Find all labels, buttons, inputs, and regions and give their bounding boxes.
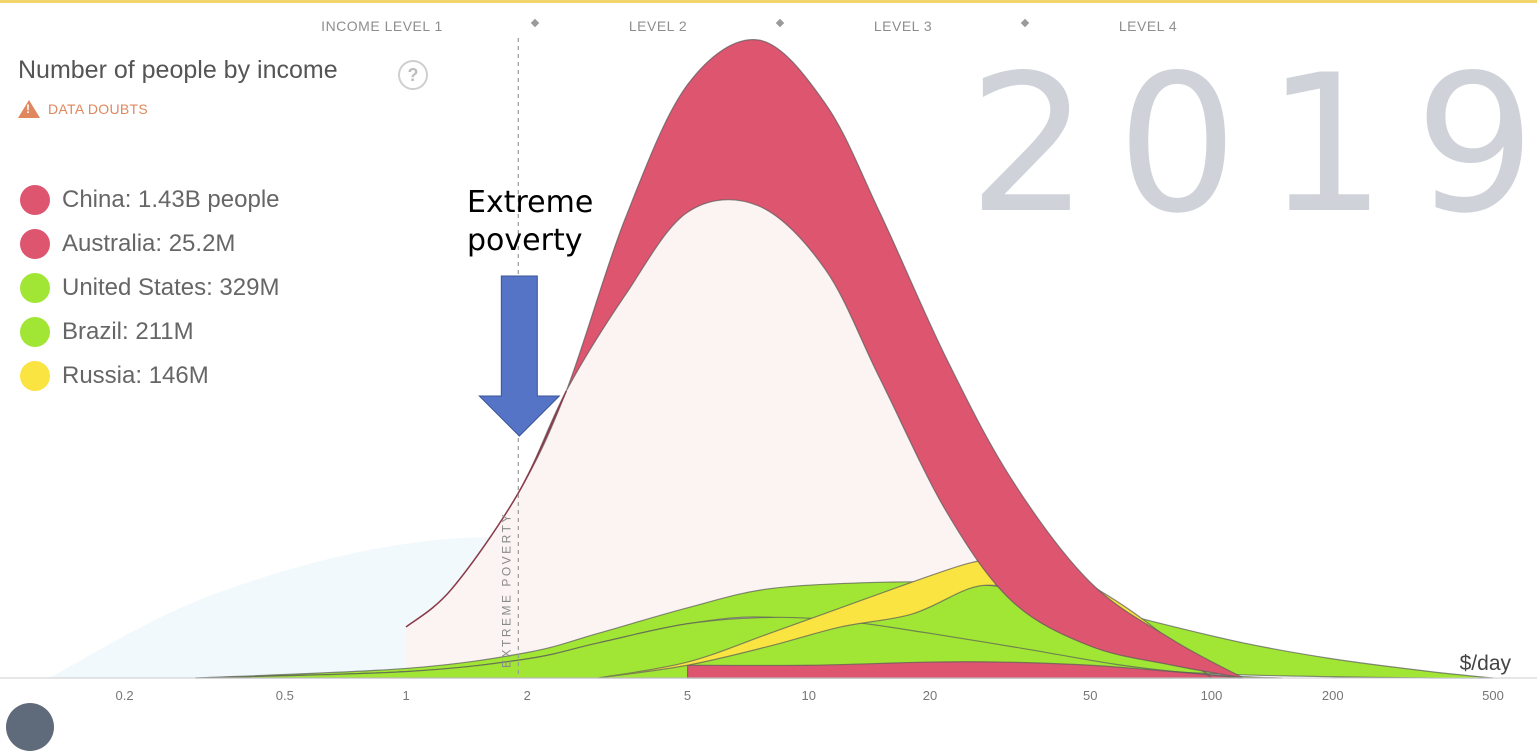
income-chart: EXTREME POVERTY 0.2 0.5 1 2 5 10 20 50 100 200 500 bbox=[0, 38, 1537, 703]
question-circle-icon[interactable]: ? bbox=[398, 60, 428, 90]
x-tick-label: 5 bbox=[684, 688, 691, 703]
data-doubts-label: DATA DOUBTS bbox=[48, 101, 149, 117]
x-tick-label: 0.2 bbox=[116, 688, 134, 703]
legend-label: Brazil: 211M bbox=[62, 318, 194, 345]
year-label: 2019 bbox=[968, 34, 1537, 255]
annotation-line-1: Extreme bbox=[467, 185, 594, 220]
legend-item-russia[interactable]: Russia: 146M bbox=[20, 354, 280, 398]
data-doubts-link[interactable]: ! DATA DOUBTS bbox=[18, 100, 148, 118]
legend-label: Australia: 25.2M bbox=[62, 230, 236, 257]
legend-dot bbox=[20, 273, 50, 303]
legend-item-united-states[interactable]: United States: 329M bbox=[20, 266, 280, 310]
x-axis-unit: $/day bbox=[1459, 652, 1511, 675]
china-tail-line bbox=[405, 390, 567, 628]
region-interior-area bbox=[406, 199, 1244, 679]
x-tick-label: 2 bbox=[524, 688, 531, 703]
corner-button[interactable] bbox=[6, 703, 54, 751]
legend-dot bbox=[20, 317, 50, 347]
x-tick-label: 1 bbox=[402, 688, 409, 703]
level-label-2: LEVEL 2 bbox=[628, 18, 688, 34]
poverty-line-label: EXTREME POVERTY bbox=[499, 512, 513, 668]
x-tick-label: 10 bbox=[802, 688, 816, 703]
legend: China: 1.43B people Australia: 25.2M Uni… bbox=[20, 178, 280, 398]
extreme-poverty-arrow-icon bbox=[478, 275, 561, 437]
top-accent-line bbox=[0, 0, 1537, 3]
extreme-poverty-annotation: Extreme poverty bbox=[467, 184, 593, 260]
legend-dot bbox=[20, 229, 50, 259]
x-tick-label: 50 bbox=[1083, 688, 1097, 703]
chart-title: Number of people by income bbox=[18, 56, 338, 84]
series-band-china bbox=[405, 39, 1244, 679]
level-label-1: INCOME LEVEL 1 bbox=[321, 18, 443, 34]
annotation-line-2: poverty bbox=[467, 223, 583, 258]
legend-label: United States: 329M bbox=[62, 274, 280, 301]
legend-item-australia[interactable]: Australia: 25.2M bbox=[20, 222, 280, 266]
level-label-3: LEVEL 3 bbox=[873, 18, 933, 34]
x-tick-label: 0.5 bbox=[276, 688, 294, 703]
level-label-4: LEVEL 4 bbox=[1118, 18, 1178, 34]
x-tick-label: 20 bbox=[923, 688, 937, 703]
legend-dot bbox=[20, 361, 50, 391]
legend-item-brazil[interactable]: Brazil: 211M bbox=[20, 310, 280, 354]
x-tick-label: 200 bbox=[1322, 688, 1344, 703]
legend-label: China: 1.43B people bbox=[62, 186, 280, 213]
legend-item-china[interactable]: China: 1.43B people bbox=[20, 178, 280, 222]
x-tick-label: 500 bbox=[1482, 688, 1504, 703]
legend-dot bbox=[20, 185, 50, 215]
x-tick-label: 100 bbox=[1201, 688, 1223, 703]
warning-triangle-icon: ! bbox=[18, 100, 40, 118]
legend-label: Russia: 146M bbox=[62, 362, 209, 389]
